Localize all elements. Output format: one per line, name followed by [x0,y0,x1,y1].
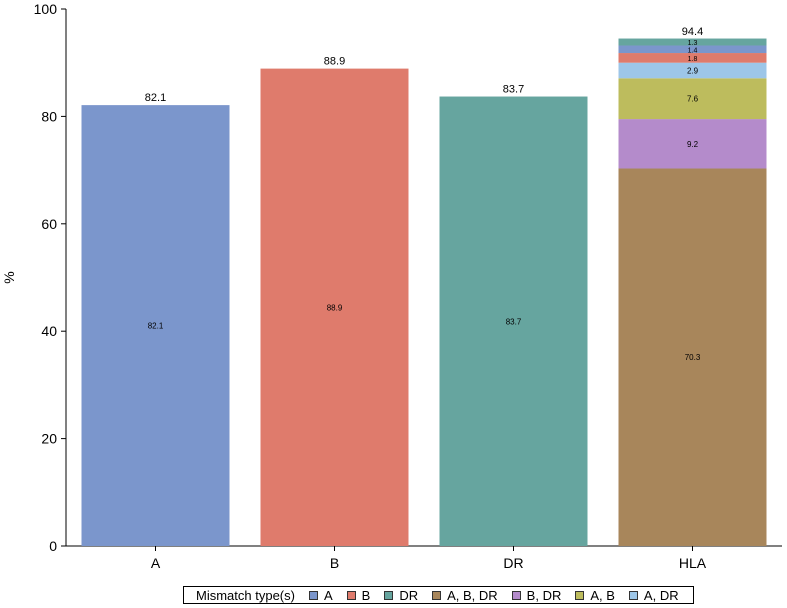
segment-value-label: 88.9 [327,303,343,312]
y-tick-label: 40 [41,323,57,339]
segment-value-label: 82.1 [148,322,164,331]
legend-label: DR [399,587,419,603]
segment-value-label: 83.7 [506,317,522,326]
bar-total-label: 83.7 [503,84,524,96]
bar-segment [618,53,767,63]
y-tick-label: 20 [41,431,57,447]
legend-item: A, B [575,588,615,603]
x-tick-label: DR [503,555,523,571]
x-tick-label: HLA [679,555,707,571]
legend: Mismatch type(s) A B DR A, B, DR B, DR A, B A,… [183,586,694,604]
bar-segment [260,68,409,547]
legend-item: A [308,587,333,603]
legend-item: B, DR [511,587,562,603]
legend-item: DR [384,588,418,603]
y-tick-label: 0 [49,538,57,554]
x-tick-label: B [330,555,339,571]
bar-segment [618,168,767,546]
chart-plot: 0 20 40 60 80 100% 82.1 82.1 A 88.9 88.9 B 83.7 83.7 D… [1,1,782,571]
y-tick-label: 80 [41,108,57,124]
legend-label: B [361,587,371,603]
legend-swatch [575,590,585,600]
legend-label: A, B [590,587,615,603]
segment-value-label: 2.9 [687,66,699,75]
segment-value-label: 70.3 [685,353,701,362]
bar-total-label: 94.4 [682,26,703,38]
legend-swatch [384,590,394,600]
legend-label: B, DR [526,587,562,603]
segment-value-label: 1.4 [688,47,698,54]
segment-value-label: 7.6 [687,95,699,104]
legend-swatch [628,590,638,600]
bar-segment [81,105,230,547]
y-axis-label: % [1,271,17,283]
y-tick-label: 100 [34,1,58,17]
legend-item: A, B, DR [432,588,498,603]
legend-label: A, DR [643,587,679,603]
legend-item: A, DR [628,587,679,603]
legend-swatch [511,590,521,600]
bar-total-label: 88.9 [324,56,345,68]
segment-value-label: 1.3 [688,40,698,47]
bar-segment [618,38,767,46]
bar-segment [618,62,767,79]
y-tick-label: 60 [41,216,57,232]
x-tick-label: A [151,555,161,571]
legend-label: A, B, DR [447,587,498,603]
bar-segment [618,78,767,120]
bar-segment [618,119,767,169]
legend-item: B [346,587,371,603]
legend-label: A [323,587,333,603]
legend-swatch [432,590,442,600]
bar-total-label: 82.1 [145,92,166,104]
legend-swatch [308,590,318,600]
legend-title: Mismatch type(s) [196,587,295,603]
segment-value-label: 9.2 [687,140,699,149]
bar-segment [618,45,767,54]
legend-swatch [346,590,356,600]
segment-value-label: 1.8 [688,56,698,63]
bar-segment [439,96,588,546]
